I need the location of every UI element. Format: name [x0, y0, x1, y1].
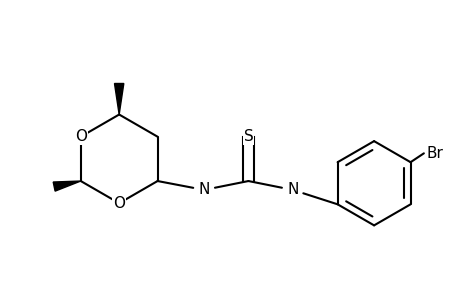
Text: O: O	[113, 196, 125, 211]
Text: N: N	[198, 182, 209, 197]
Text: S: S	[243, 129, 253, 144]
Text: O: O	[75, 129, 87, 144]
Text: N: N	[286, 182, 298, 197]
Polygon shape	[53, 181, 81, 191]
Polygon shape	[114, 83, 123, 115]
Text: Br: Br	[425, 146, 442, 161]
